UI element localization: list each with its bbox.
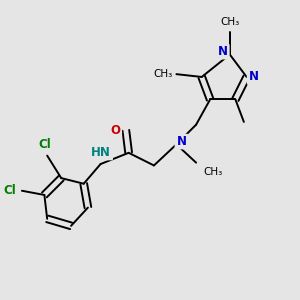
Text: HN: HN [89,146,112,159]
Text: N: N [176,135,187,148]
Text: Cl: Cl [37,138,52,151]
Text: O: O [110,124,121,137]
Text: CH₃: CH₃ [203,167,222,177]
Text: CH₃: CH₃ [203,167,225,180]
Text: CH₃: CH₃ [153,69,172,79]
Text: Cl: Cl [38,138,51,151]
Text: CH₃: CH₃ [220,17,239,27]
Text: N: N [218,45,228,58]
Text: N: N [176,135,187,148]
Text: N: N [249,70,259,83]
Text: N: N [248,70,259,83]
Text: N: N [217,45,228,58]
Text: CH₃: CH₃ [219,14,241,27]
Text: Cl: Cl [4,184,16,197]
Text: HN: HN [91,146,110,159]
Text: O: O [111,124,121,137]
Text: CH₃: CH₃ [151,68,172,81]
Text: Cl: Cl [2,184,16,197]
